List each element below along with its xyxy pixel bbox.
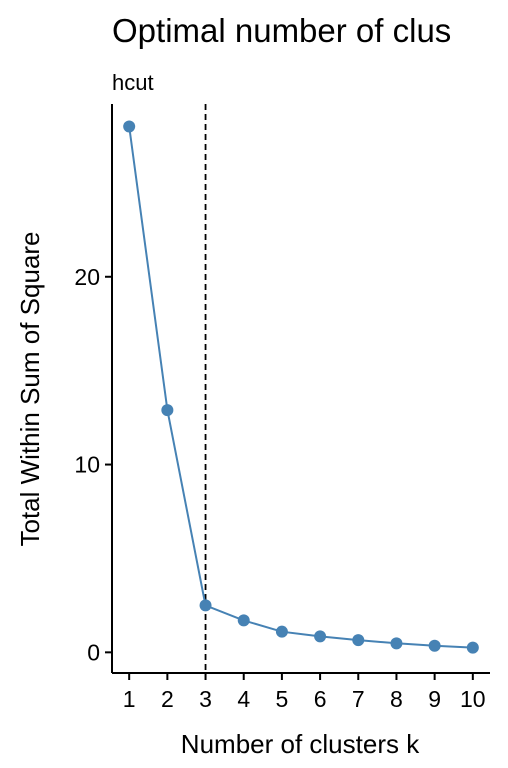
data-point xyxy=(275,625,288,638)
y-tick-label: 0 xyxy=(87,639,100,665)
x-axis-title: Number of clusters k xyxy=(181,729,420,759)
data-point xyxy=(161,404,174,417)
x-tick-label: 7 xyxy=(352,686,365,712)
x-tick-label: 6 xyxy=(314,686,327,712)
x-tick-label: 3 xyxy=(199,686,212,712)
data-point xyxy=(314,630,327,643)
x-tick-label: 1 xyxy=(123,686,136,712)
x-tick-label: 5 xyxy=(276,686,289,712)
y-tick-label: 10 xyxy=(74,452,100,478)
data-point xyxy=(466,641,479,654)
chart-title: Optimal number of clus xyxy=(112,12,452,49)
x-tick-label: 10 xyxy=(460,686,486,712)
data-point xyxy=(123,120,136,133)
series-line xyxy=(128,126,473,649)
data-point xyxy=(352,634,365,647)
chart-subtitle: hcut xyxy=(112,70,154,95)
data-point xyxy=(428,639,441,652)
y-axis-title: Total Within Sum of Square xyxy=(15,231,45,546)
y-tick-label: 20 xyxy=(74,264,100,290)
x-tick-label: 9 xyxy=(428,686,441,712)
x-tick-label: 8 xyxy=(390,686,403,712)
x-tick-label: 2 xyxy=(161,686,174,712)
x-tick-label: 4 xyxy=(237,686,250,712)
data-point xyxy=(390,637,403,650)
data-point xyxy=(199,599,212,612)
data-point xyxy=(237,614,250,627)
